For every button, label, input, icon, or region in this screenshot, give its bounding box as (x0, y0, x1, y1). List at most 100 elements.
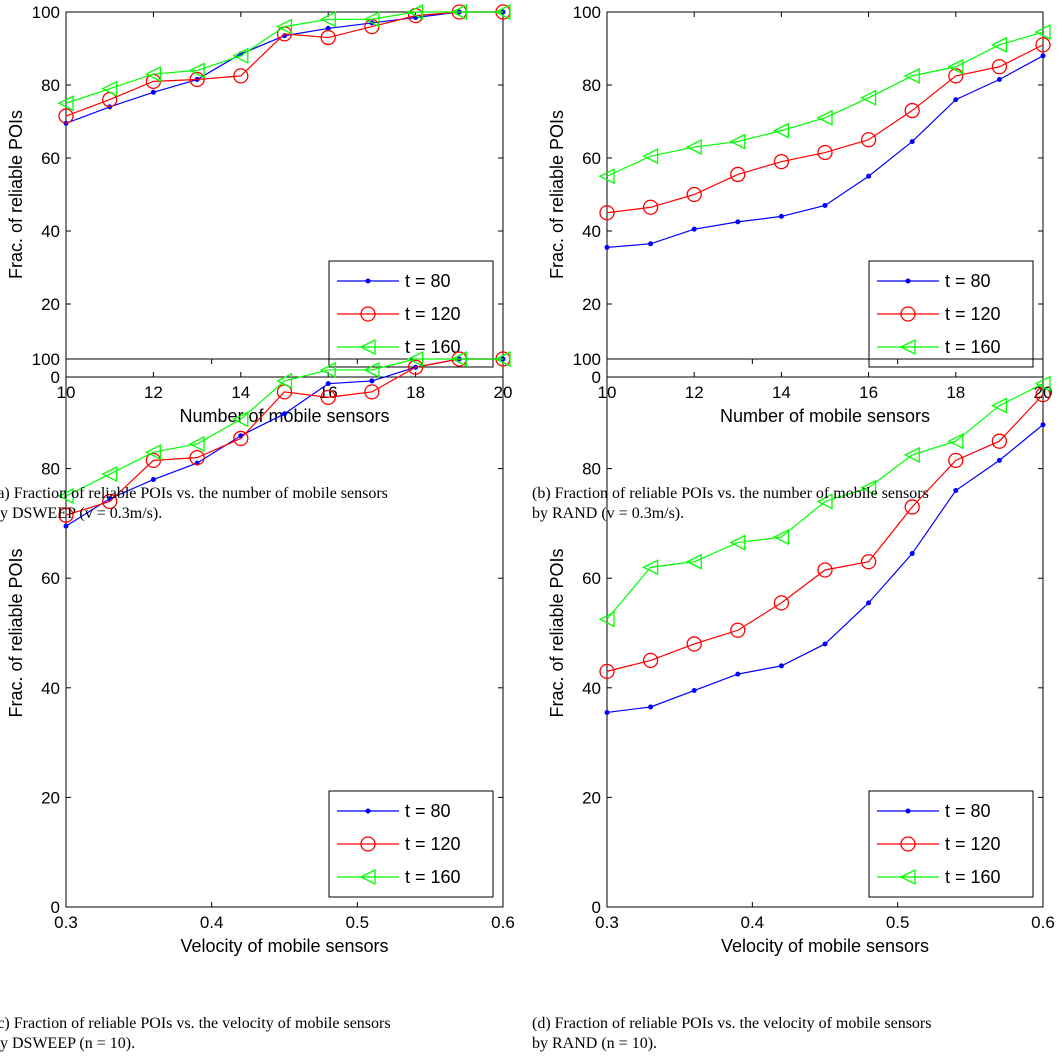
y-tick-label: 60 (41, 149, 60, 168)
legend: t = 80 t = 120 t = 160 (328, 260, 494, 368)
data-point (691, 688, 697, 694)
x-axis-label: Velocity of mobile sensors (721, 936, 929, 956)
series-t-80 (604, 53, 1046, 250)
series-t-160 (598, 375, 1051, 628)
data-point (730, 166, 746, 183)
data-point (57, 95, 74, 112)
x-tick-label: 12 (144, 383, 163, 402)
y-axis-label: Frac. of reliable POIs (547, 110, 567, 279)
legend-label: t = 80 (405, 271, 451, 291)
data-point (953, 488, 959, 494)
x-tick-label: 0.3 (54, 913, 78, 932)
data-point (1034, 375, 1051, 392)
data-point (685, 138, 702, 156)
x-tick-label: 0.6 (491, 913, 515, 932)
chart-c: 0.3 0.4 0.5 0.6 0 20 40 60 80 100 Velocity of mobi… (6, 350, 515, 956)
chart-d: 0.3 0.4 0.5 0.6 0 20 40 60 80 100 Velocity of mobi… (547, 350, 1055, 956)
data-point (276, 372, 293, 389)
y-tick-label: 40 (41, 222, 60, 241)
data-point (102, 493, 118, 510)
plot-area (606, 358, 1044, 908)
data-point (642, 199, 659, 215)
data-point (604, 709, 610, 715)
y-tick-label: 0 (592, 368, 601, 387)
legend: t = 80 t = 120 t = 160 (868, 790, 1034, 898)
y-tick-label: 60 (582, 149, 601, 168)
series-t-80 (604, 422, 1046, 715)
caption-d: (d) Fraction of reliable POIs vs. the ve… (532, 1015, 932, 1052)
y-tick-label: 100 (32, 3, 60, 22)
y-tick-label: 60 (582, 569, 601, 588)
data-point (729, 534, 746, 551)
legend-marker (360, 306, 376, 322)
y-tick-label: 0 (51, 898, 60, 917)
legend: t = 80 t = 120 t = 160 (868, 260, 1034, 368)
data-point (101, 80, 118, 97)
data-point (188, 62, 205, 79)
data-point (772, 122, 790, 139)
data-point (648, 704, 654, 710)
data-point (1040, 53, 1046, 59)
data-point (822, 202, 828, 208)
y-tick-label: 20 (582, 788, 601, 807)
data-point (276, 18, 293, 35)
data-point (144, 444, 162, 461)
data-point (866, 173, 872, 179)
series-line (606, 424, 1044, 714)
x-tick-label: 0.4 (200, 913, 224, 932)
data-point (598, 168, 615, 185)
data-point (450, 350, 467, 368)
legend-label: t = 160 (405, 337, 461, 357)
data-point (57, 487, 74, 505)
series-t-160 (57, 3, 511, 112)
data-point (150, 89, 156, 95)
y-tick-label: 40 (582, 679, 601, 698)
y-axis-label: Frac. of reliable POIs (6, 110, 26, 279)
x-axis-label: Velocity of mobile sensors (180, 936, 388, 956)
data-point (494, 350, 511, 368)
data-point (860, 132, 877, 148)
data-point (599, 205, 615, 221)
data-point (735, 671, 741, 677)
data-point (101, 466, 118, 483)
data-point (407, 3, 424, 21)
legend-marker (899, 868, 916, 886)
data-point (599, 663, 615, 680)
x-tick-label: 0.4 (741, 913, 765, 932)
x-tick-label: 0.3 (595, 913, 619, 932)
x-tick-label: 16 (859, 383, 878, 402)
data-point (686, 186, 702, 203)
data-point (450, 3, 467, 21)
data-point (319, 11, 336, 28)
data-point (991, 433, 1008, 449)
x-tick-label: 0.6 (1031, 913, 1055, 932)
series-t-160 (57, 350, 511, 505)
legend-label: t = 160 (945, 337, 1001, 357)
y-axis-label: Frac. of reliable POIs (6, 548, 26, 717)
y-tick-label: 100 (573, 3, 601, 22)
data-point (1035, 37, 1051, 53)
data-point (58, 108, 74, 124)
data-point (145, 452, 162, 469)
y-axis-label: Frac. of reliable POIs (547, 548, 567, 717)
data-point (990, 36, 1008, 53)
legend-marker (900, 306, 916, 322)
legend-marker (905, 278, 911, 284)
data-point (494, 3, 511, 21)
data-point (188, 435, 205, 452)
data-point (735, 219, 741, 225)
data-point (598, 611, 615, 628)
series-t-120 (599, 37, 1051, 221)
data-point (904, 499, 920, 515)
legend-marker (360, 836, 376, 852)
data-point (991, 59, 1008, 75)
data-point (189, 71, 205, 88)
legend-label: t = 120 (945, 834, 1001, 854)
data-point (909, 551, 915, 557)
series-line (65, 11, 503, 124)
data-point (822, 641, 828, 647)
data-point (363, 361, 380, 379)
y-tick-label: 20 (41, 788, 60, 807)
legend-label: t = 160 (405, 867, 461, 887)
